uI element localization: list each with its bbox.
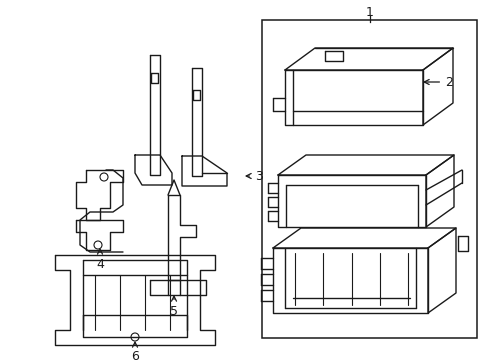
Bar — [262, 20, 476, 338]
Text: 5: 5 — [170, 296, 178, 318]
Text: 2: 2 — [423, 76, 452, 89]
Text: 3: 3 — [245, 170, 263, 183]
Text: 4: 4 — [96, 249, 104, 271]
Text: 6: 6 — [131, 342, 139, 360]
Text: 1: 1 — [366, 5, 373, 18]
